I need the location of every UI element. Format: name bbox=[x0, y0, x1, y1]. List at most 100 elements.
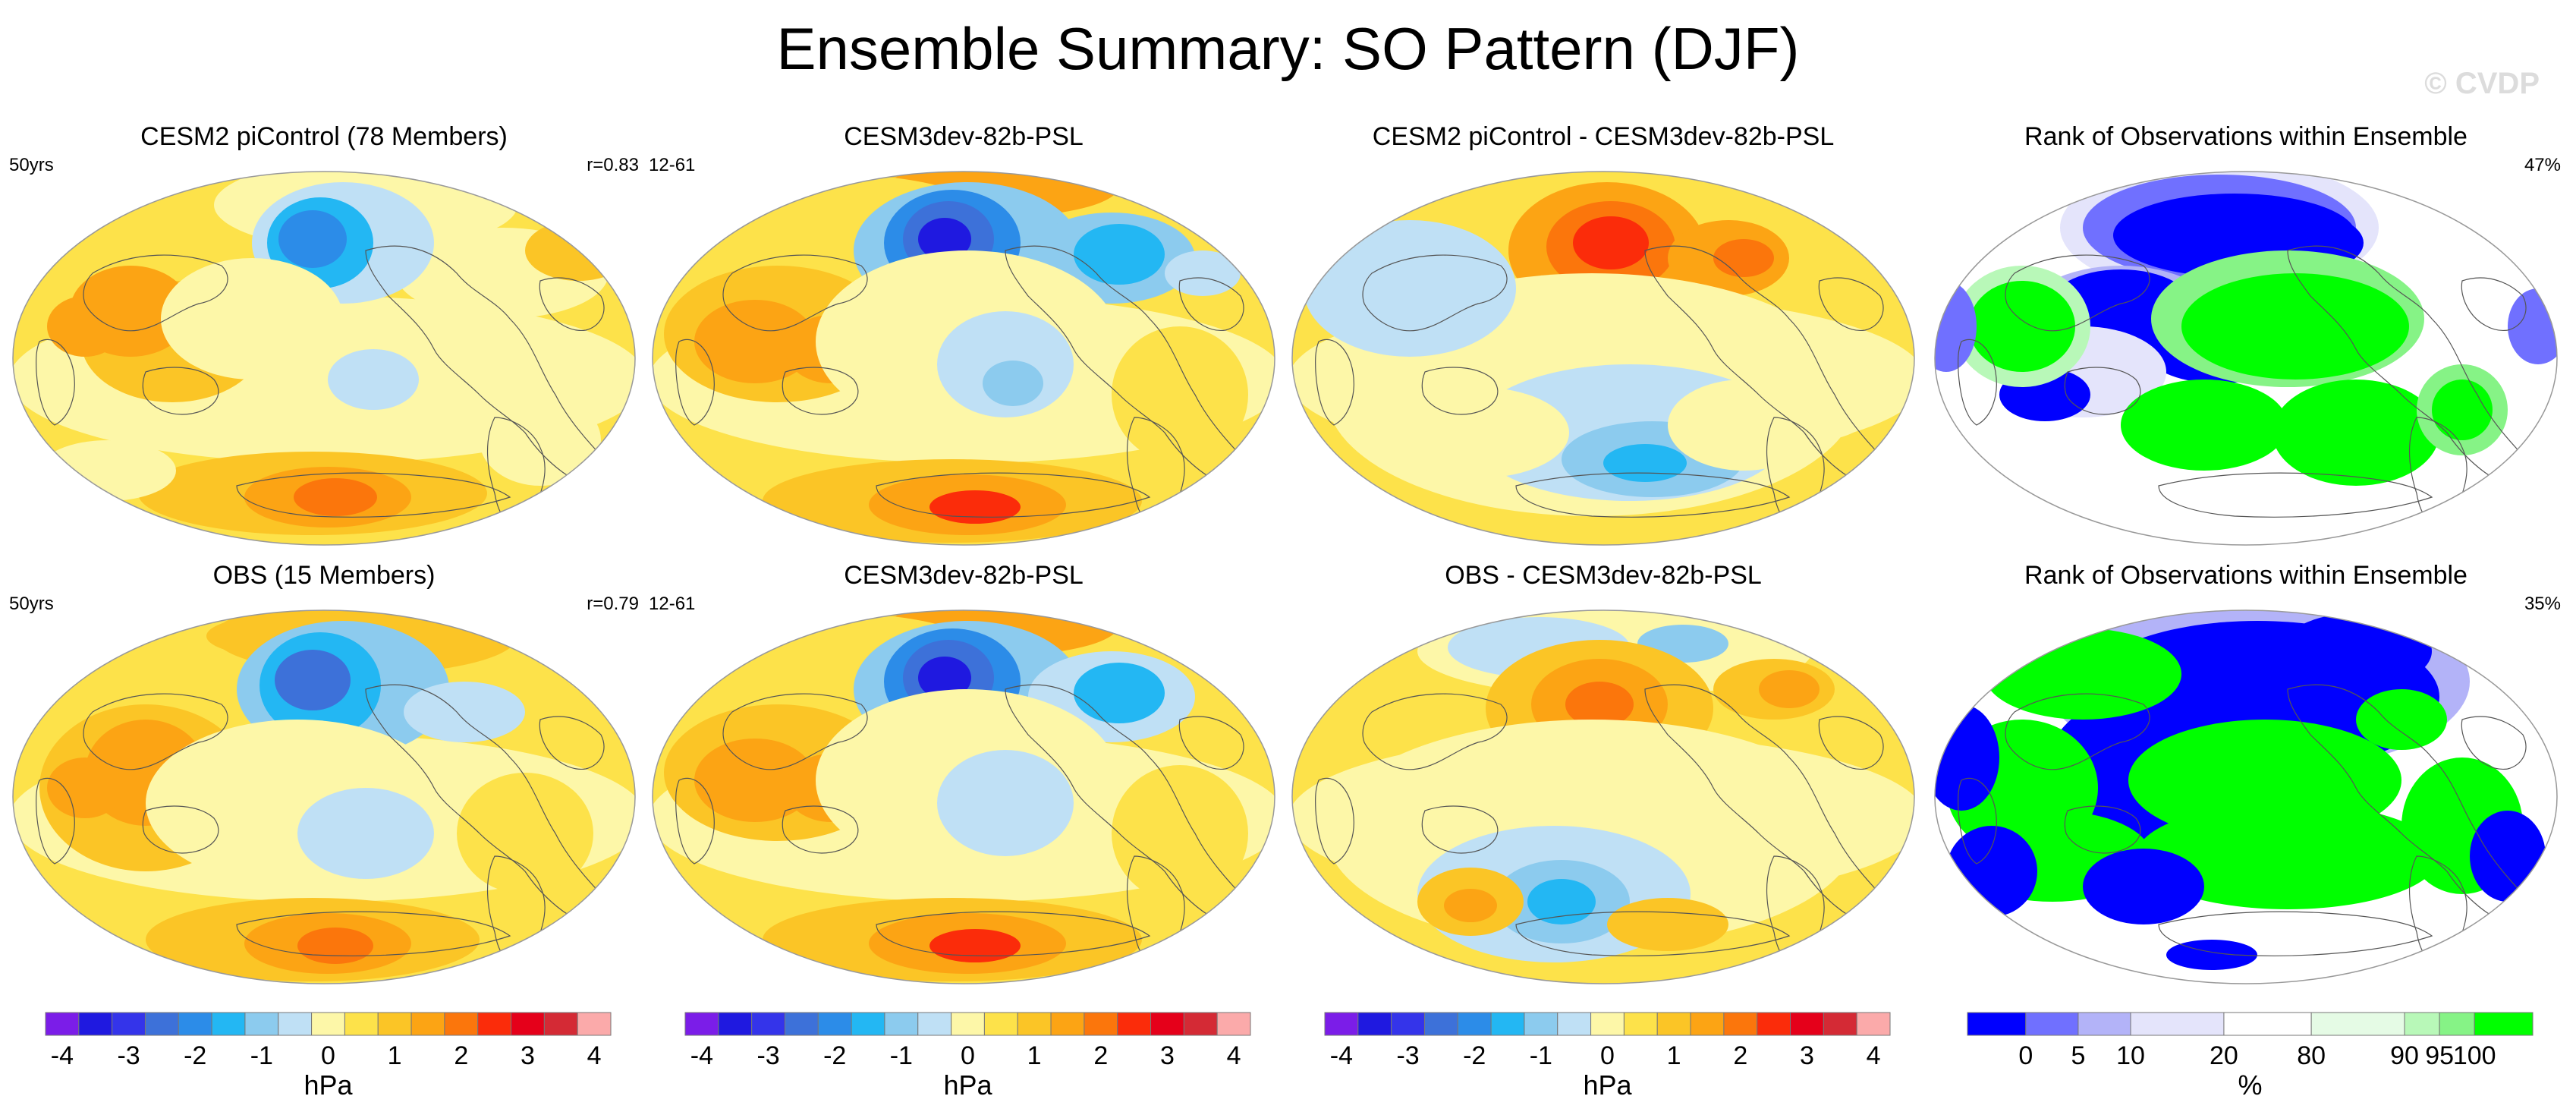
colorbar-box bbox=[718, 1012, 753, 1036]
colorbar-box bbox=[1656, 1012, 1691, 1036]
coastline bbox=[539, 716, 605, 770]
map-rank-row2 bbox=[1934, 609, 2558, 984]
panel-period-label: 12-61 bbox=[649, 594, 696, 614]
colorbar-box bbox=[1490, 1012, 1525, 1036]
map-outline bbox=[652, 171, 1275, 546]
colorbar-box bbox=[78, 1012, 113, 1036]
colorbar-box bbox=[983, 1012, 1018, 1036]
map-field bbox=[1292, 610, 1914, 962]
colorbar-tick-label: 4 bbox=[1227, 1041, 1241, 1070]
colorbar-tick-label: 1 bbox=[388, 1041, 402, 1070]
colorbar-box bbox=[1623, 1012, 1658, 1036]
colorbar-box bbox=[951, 1012, 985, 1036]
map-cesm3dev-row2 bbox=[652, 609, 1275, 984]
colorbar-rank: 0 5 10 20 80 90 95 100% bbox=[1956, 1002, 2576, 1108]
colorbar-box bbox=[344, 1012, 379, 1036]
colorbar-box bbox=[377, 1012, 412, 1036]
colorbar-tick-label: 0 bbox=[1600, 1041, 1615, 1070]
coastline bbox=[722, 254, 868, 332]
contour-region bbox=[1074, 663, 1165, 723]
colorbar-tick-label: 2 bbox=[1733, 1041, 1747, 1070]
colorbar-box bbox=[1423, 1012, 1458, 1036]
colorbar-tick-label: 1 bbox=[1667, 1041, 1681, 1070]
colorbar-tick-label: 5 bbox=[2071, 1041, 2085, 1070]
colorbar-box bbox=[2077, 1012, 2131, 1036]
coastline bbox=[1818, 716, 1884, 770]
contour-region bbox=[1165, 250, 1241, 296]
map-field bbox=[13, 172, 635, 535]
colorbar-box bbox=[244, 1012, 279, 1036]
colorbar-tick-label: 3 bbox=[1800, 1041, 1814, 1070]
colorbar-box bbox=[1757, 1012, 1791, 1036]
map-field bbox=[653, 610, 1275, 981]
panel-cesm2-picontrol: CESM2 piControl (78 Members) 50yrs r=0.8… bbox=[9, 121, 639, 554]
coastline bbox=[722, 693, 868, 770]
coastline bbox=[675, 777, 715, 865]
contour-region bbox=[297, 788, 434, 879]
coastline bbox=[2005, 693, 2150, 770]
coastline bbox=[236, 472, 511, 518]
coastline bbox=[876, 472, 1151, 518]
colorbar-units-label: hPa bbox=[1583, 1069, 1632, 1101]
colorbar-tick-label: 90 bbox=[2390, 1041, 2419, 1070]
coastline bbox=[2064, 805, 2141, 854]
colorbar-box bbox=[444, 1012, 479, 1036]
contour-region bbox=[1573, 216, 1649, 269]
colorbar-tick-label: 2 bbox=[1093, 1041, 1108, 1070]
coastline bbox=[2461, 277, 2527, 332]
coastline bbox=[1515, 472, 1791, 518]
colorbar-tick-label: 4 bbox=[587, 1041, 602, 1070]
coastline bbox=[539, 277, 605, 332]
coastline bbox=[1958, 339, 1997, 426]
colorbar-tick-label: 2 bbox=[454, 1041, 468, 1070]
colorbar-tick-label: 3 bbox=[521, 1041, 535, 1070]
rank-region bbox=[2121, 380, 2288, 471]
contour-region bbox=[983, 361, 1043, 406]
contour-region bbox=[1683, 788, 1804, 879]
panel-title: OBS (15 Members) bbox=[212, 561, 436, 590]
coastline bbox=[1362, 693, 1508, 770]
colorbar-box bbox=[1183, 1012, 1218, 1036]
colorbar-box bbox=[1967, 1012, 2027, 1036]
colorbar-box bbox=[1017, 1012, 1052, 1036]
contour-region bbox=[1759, 349, 1880, 440]
colorbar-box bbox=[1150, 1012, 1184, 1036]
colorbar-tick-label: -2 bbox=[184, 1041, 206, 1070]
colorbar-box bbox=[1457, 1012, 1492, 1036]
colorbar-box bbox=[178, 1012, 212, 1036]
contour-region bbox=[1713, 239, 1774, 277]
panel-period-label: 50yrs bbox=[9, 155, 54, 175]
cvdp-watermark: © CVDP bbox=[2424, 67, 2540, 100]
map-difference-row2 bbox=[1291, 609, 1915, 984]
colorbar-tick-label: -1 bbox=[890, 1041, 913, 1070]
contour-region bbox=[929, 929, 1021, 962]
rank-region bbox=[2432, 380, 2493, 440]
colorbar-tick-label: 100 bbox=[2453, 1041, 2496, 1070]
panel-correlation-label: r=0.83 bbox=[587, 155, 639, 175]
contour-region bbox=[694, 739, 816, 822]
map-difference-row1 bbox=[1291, 171, 1915, 546]
coastline bbox=[1315, 777, 1354, 865]
colorbar-tick-label: -3 bbox=[756, 1041, 779, 1070]
colorbar-box bbox=[1723, 1012, 1758, 1036]
coastline bbox=[1421, 805, 1499, 854]
contour-region bbox=[294, 478, 377, 516]
map-outline bbox=[1291, 609, 1915, 984]
colorbar-tick-label: 10 bbox=[2116, 1041, 2145, 1070]
colorbar-tick-label: -3 bbox=[117, 1041, 140, 1070]
coastline bbox=[1958, 777, 1997, 865]
map-outline bbox=[12, 609, 636, 984]
colorbar-tick-label: 0 bbox=[2018, 1041, 2033, 1070]
colorbar-box bbox=[851, 1012, 885, 1036]
colorbar-box bbox=[1117, 1012, 1152, 1036]
coastline bbox=[1315, 339, 1354, 426]
coastline bbox=[2005, 254, 2150, 332]
panel-cesm3dev-row2: CESM3dev-82b-PSL 12-61 bbox=[649, 560, 1279, 993]
panel-cesm3dev-row1: CESM3dev-82b-PSL 12-61 bbox=[649, 121, 1279, 554]
colorbar-box bbox=[45, 1012, 80, 1036]
panel-obs: OBS (15 Members) 50yrs r=0.79 bbox=[9, 560, 639, 993]
colorbar-units-label: hPa bbox=[943, 1069, 992, 1101]
colorbar-hpa-3: -4 -3 -2 -1 0 1 2 3 4 hPa bbox=[1313, 1002, 1943, 1108]
coastline bbox=[876, 911, 1151, 956]
coastline bbox=[1178, 277, 1244, 332]
